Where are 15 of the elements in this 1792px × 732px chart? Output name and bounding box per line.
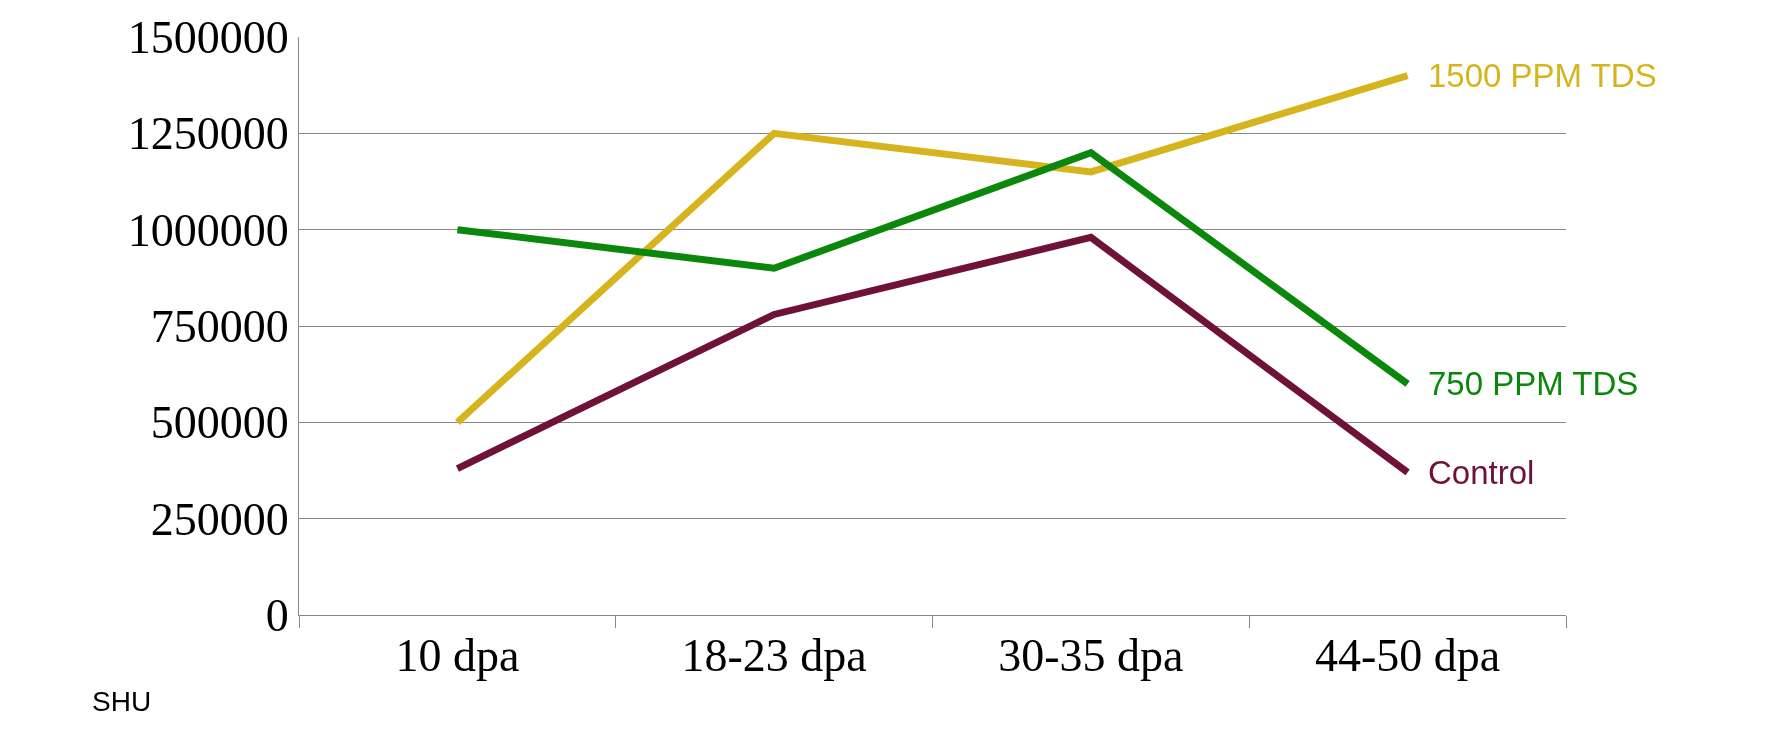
y-axis-title: SHU — [92, 686, 152, 717]
y-tick-label: 250000 — [150, 493, 289, 545]
series-label: 750 PPM TDS — [1428, 365, 1639, 402]
y-tick-label: 1250000 — [127, 108, 289, 160]
y-tick-label: 750000 — [150, 301, 289, 353]
x-tick-label: 30-35 dpa — [998, 630, 1184, 682]
y-tick-label: 500000 — [150, 397, 289, 449]
x-tick-label: 44-50 dpa — [1315, 630, 1501, 682]
y-tick-label: 0 — [265, 590, 289, 642]
y-tick-label: 1500000 — [127, 12, 289, 64]
x-tick-label: 10 dpa — [395, 630, 520, 682]
x-tick-label: 18-23 dpa — [681, 630, 867, 682]
y-tick-label: 1000000 — [127, 204, 289, 256]
series-label: 1500 PPM TDS — [1428, 57, 1657, 94]
series-label: Control — [1428, 454, 1535, 491]
